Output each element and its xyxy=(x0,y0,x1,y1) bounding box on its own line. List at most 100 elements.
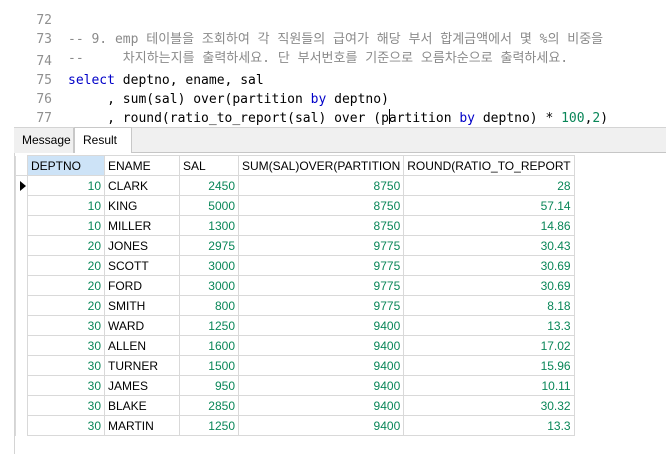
cell-deptno[interactable]: 10 xyxy=(27,195,105,216)
cell-deptno[interactable]: 30 xyxy=(27,335,105,356)
cell-sal[interactable]: 5000 xyxy=(179,195,239,216)
table-row[interactable]: 30 TURNER 1500 9400 15.96 xyxy=(15,355,575,376)
cell-sum-sal[interactable]: 9400 xyxy=(237,355,405,376)
table-row[interactable]: 10 CLARK 2450 8750 28 xyxy=(15,175,575,196)
cell-sum-sal[interactable]: 9400 xyxy=(237,375,405,396)
row-indicator[interactable] xyxy=(15,415,28,436)
column-header-sum-sal[interactable]: SUM(SAL)OVER(PARTITION xyxy=(237,155,405,176)
table-row[interactable]: 30 JAMES 950 9400 10.11 xyxy=(15,375,575,396)
cell-ename[interactable]: CLARK xyxy=(104,175,180,196)
cell-sal[interactable]: 1600 xyxy=(179,335,239,356)
cell-sal[interactable]: 1300 xyxy=(179,215,239,236)
column-header-ename[interactable]: ENAME xyxy=(104,155,180,176)
cell-sal[interactable]: 1250 xyxy=(179,315,239,336)
table-row[interactable]: 30 WARD 1250 9400 13.3 xyxy=(15,315,575,336)
table-row[interactable]: 20 JONES 2975 9775 30.43 xyxy=(15,235,575,256)
cell-deptno[interactable]: 30 xyxy=(27,415,105,436)
cell-ename[interactable]: JONES xyxy=(104,235,180,256)
table-row[interactable]: 30 BLAKE 2850 9400 30.32 xyxy=(15,395,575,416)
cell-ratio[interactable]: 14.86 xyxy=(403,215,575,236)
cell-ratio[interactable]: 30.32 xyxy=(403,395,575,416)
table-row[interactable]: 10 KING 5000 8750 57.14 xyxy=(15,195,575,216)
cell-sal[interactable]: 1250 xyxy=(179,415,239,436)
cell-deptno[interactable]: 30 xyxy=(27,355,105,376)
cell-ename[interactable]: TURNER xyxy=(104,355,180,376)
row-indicator[interactable] xyxy=(15,275,28,296)
cell-sum-sal[interactable]: 9775 xyxy=(237,275,405,296)
cell-sum-sal[interactable]: 9775 xyxy=(237,255,405,276)
cell-ratio[interactable]: 8.18 xyxy=(403,295,575,316)
row-indicator[interactable] xyxy=(15,235,28,256)
table-row[interactable]: 30 MARTIN 1250 9400 13.3 xyxy=(15,415,575,436)
cell-ratio[interactable]: 30.43 xyxy=(403,235,575,256)
cell-deptno[interactable]: 10 xyxy=(27,175,105,196)
cell-ename[interactable]: JAMES xyxy=(104,375,180,396)
cell-ename[interactable]: KING xyxy=(104,195,180,216)
row-indicator[interactable] xyxy=(15,315,28,336)
cell-sal[interactable]: 3000 xyxy=(179,275,239,296)
cell-ratio[interactable]: 57.14 xyxy=(403,195,575,216)
cell-sum-sal[interactable]: 9400 xyxy=(237,335,405,356)
cell-sal[interactable]: 2975 xyxy=(179,235,239,256)
cell-deptno[interactable]: 20 xyxy=(27,295,105,316)
column-header-deptno[interactable]: DEPTNO xyxy=(27,155,105,176)
cell-ratio[interactable]: 28 xyxy=(403,175,575,196)
cell-ename[interactable]: SMITH xyxy=(104,295,180,316)
cell-deptno[interactable]: 30 xyxy=(27,395,105,416)
row-indicator[interactable] xyxy=(15,355,28,376)
cell-deptno[interactable]: 10 xyxy=(27,215,105,236)
row-indicator[interactable] xyxy=(15,375,28,396)
cell-ratio[interactable]: 30.69 xyxy=(403,275,575,296)
cell-ratio[interactable]: 17.02 xyxy=(403,335,575,356)
cell-sal[interactable]: 1500 xyxy=(179,355,239,376)
cell-deptno[interactable]: 20 xyxy=(27,275,105,296)
cell-deptno[interactable]: 30 xyxy=(27,375,105,396)
tab-result-1[interactable]: Result 1 xyxy=(74,127,132,172)
cell-ename[interactable]: FORD xyxy=(104,275,180,296)
cell-deptno[interactable]: 30 xyxy=(27,315,105,336)
table-row[interactable]: 20 SCOTT 3000 9775 30.69 xyxy=(15,255,575,276)
cell-ename[interactable]: MILLER xyxy=(104,215,180,236)
cell-ename[interactable]: MARTIN xyxy=(104,415,180,436)
cell-sum-sal[interactable]: 8750 xyxy=(237,215,405,236)
cell-sum-sal[interactable]: 9400 xyxy=(237,315,405,336)
table-row[interactable]: 30 ALLEN 1600 9400 17.02 xyxy=(15,335,575,356)
cell-sum-sal[interactable]: 8750 xyxy=(237,175,405,196)
cell-ratio[interactable]: 10.11 xyxy=(403,375,575,396)
cell-deptno[interactable]: 20 xyxy=(27,235,105,256)
row-indicator[interactable] xyxy=(15,195,28,216)
cell-sal[interactable]: 800 xyxy=(179,295,239,316)
table-row[interactable]: 20 FORD 3000 9775 30.69 xyxy=(15,275,575,296)
cell-sum-sal[interactable]: 9400 xyxy=(237,395,405,416)
sql-editor[interactable]: 72 -- 9. emp 테이블을 조회하여 각 직원들의 급여가 해당 부서 … xyxy=(0,0,666,127)
cell-sum-sal[interactable]: 8750 xyxy=(237,195,405,216)
row-indicator[interactable] xyxy=(15,395,28,416)
column-header-ratio[interactable]: ROUND(RATIO_TO_REPORT xyxy=(403,155,575,176)
cell-ename[interactable]: SCOTT xyxy=(104,255,180,276)
row-indicator[interactable] xyxy=(15,335,28,356)
cell-sal[interactable]: 2850 xyxy=(179,395,239,416)
cell-ename[interactable]: BLAKE xyxy=(104,395,180,416)
cell-sal[interactable]: 2450 xyxy=(179,175,239,196)
tab-message[interactable]: Message xyxy=(14,128,74,154)
result-grid-panel[interactable]: DEPTNO ENAME SAL SUM(SAL)OVER(PARTITION … xyxy=(14,153,666,454)
cell-ename[interactable]: ALLEN xyxy=(104,335,180,356)
cell-ename[interactable]: WARD xyxy=(104,315,180,336)
cell-sum-sal[interactable]: 9775 xyxy=(237,235,405,256)
cell-deptno[interactable]: 20 xyxy=(27,255,105,276)
row-indicator[interactable] xyxy=(15,175,28,196)
cell-ratio[interactable]: 15.96 xyxy=(403,355,575,376)
cell-sum-sal[interactable]: 9400 xyxy=(237,415,405,436)
cell-ratio[interactable]: 13.3 xyxy=(403,415,575,436)
cell-ratio[interactable]: 30.69 xyxy=(403,255,575,276)
row-indicator[interactable] xyxy=(15,295,28,316)
result-grid[interactable]: DEPTNO ENAME SAL SUM(SAL)OVER(PARTITION … xyxy=(15,155,575,436)
cell-sal[interactable]: 950 xyxy=(179,375,239,396)
row-indicator[interactable] xyxy=(15,215,28,236)
cell-sal[interactable]: 3000 xyxy=(179,255,239,276)
cell-ratio[interactable]: 13.3 xyxy=(403,315,575,336)
row-indicator[interactable] xyxy=(15,255,28,276)
table-row[interactable]: 10 MILLER 1300 8750 14.86 xyxy=(15,215,575,236)
table-row[interactable]: 20 SMITH 800 9775 8.18 xyxy=(15,295,575,316)
column-header-sal[interactable]: SAL xyxy=(179,155,239,176)
